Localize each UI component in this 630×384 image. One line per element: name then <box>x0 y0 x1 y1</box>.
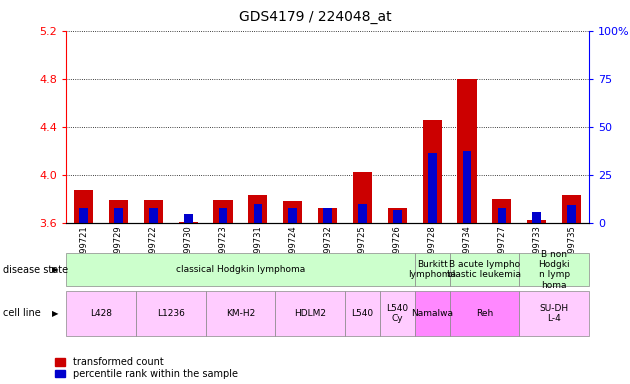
Bar <box>492 199 512 223</box>
Bar <box>79 208 88 223</box>
Bar <box>393 210 402 223</box>
Text: Burkitt
lymphoma: Burkitt lymphoma <box>408 260 456 280</box>
Bar <box>498 208 507 223</box>
Text: disease state: disease state <box>3 265 68 275</box>
Bar <box>289 208 297 223</box>
Text: HDLM2: HDLM2 <box>294 309 326 318</box>
Text: GDS4179 / 224048_at: GDS4179 / 224048_at <box>239 10 391 23</box>
Text: L428: L428 <box>90 309 112 318</box>
Text: B acute lympho
blastic leukemia: B acute lympho blastic leukemia <box>447 260 522 280</box>
Text: B non
Hodgki
n lymp
homa: B non Hodgki n lymp homa <box>539 250 570 290</box>
Text: Namalwa: Namalwa <box>411 309 453 318</box>
Bar <box>387 208 407 223</box>
Bar <box>358 204 367 223</box>
Text: ▶: ▶ <box>52 309 58 318</box>
Bar <box>184 214 193 223</box>
Bar <box>109 200 128 223</box>
Bar <box>532 212 541 223</box>
Text: ▶: ▶ <box>52 265 58 274</box>
Bar <box>562 195 581 223</box>
Bar <box>527 220 546 223</box>
Legend: transformed count, percentile rank within the sample: transformed count, percentile rank withi… <box>55 357 238 379</box>
Bar <box>248 195 268 223</box>
Bar <box>353 172 372 223</box>
Text: SU-DH
L-4: SU-DH L-4 <box>540 304 569 323</box>
Text: KM-H2: KM-H2 <box>226 309 255 318</box>
Text: classical Hodgkin lymphoma: classical Hodgkin lymphoma <box>176 265 305 274</box>
Bar <box>423 119 442 223</box>
Bar <box>457 79 477 223</box>
Bar <box>214 200 232 223</box>
Bar <box>283 201 302 223</box>
Bar <box>253 204 262 223</box>
Bar <box>149 208 158 223</box>
Bar <box>323 208 332 223</box>
Bar <box>178 222 198 223</box>
Bar <box>318 208 337 223</box>
Bar <box>219 208 227 223</box>
Text: L1236: L1236 <box>157 309 185 318</box>
Text: Reh: Reh <box>476 309 493 318</box>
Bar <box>428 153 437 223</box>
Bar <box>462 151 471 223</box>
Text: cell line: cell line <box>3 308 41 318</box>
Bar <box>567 205 576 223</box>
Bar <box>144 200 163 223</box>
Bar <box>114 208 123 223</box>
Bar <box>74 190 93 223</box>
Text: L540
Cy: L540 Cy <box>386 304 408 323</box>
Text: L540: L540 <box>352 309 374 318</box>
